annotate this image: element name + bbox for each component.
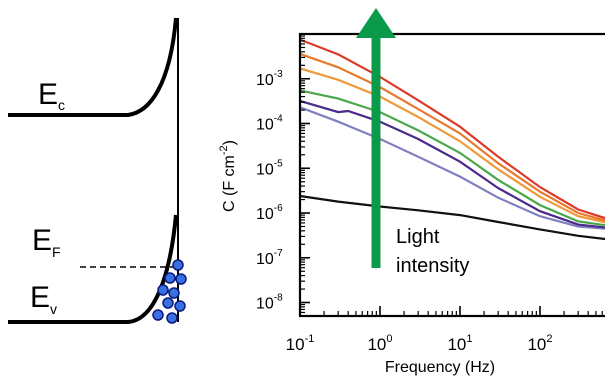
ec-label: Ec [38,78,65,113]
x-tick-label-3: 102 [527,333,552,354]
capacitance-chart: 10-110010110210310-810-710-610-510-410-3… [218,8,605,376]
ev-label: Ev [30,281,57,317]
series-line-3 [299,99,605,229]
surface-states [152,259,187,324]
series-line-5 [299,67,605,224]
series-line-6 [299,52,605,222]
y-tick-label-0: 10-8 [256,293,283,313]
series-line-1 [299,194,605,241]
annotation-line1: Light [396,226,440,248]
light-intensity-arrow [356,8,396,268]
surface-state-dot [157,284,169,296]
y-tick-label-4: 10-4 [256,114,283,134]
valence-band-edge [8,214,178,324]
surface-state-dot [172,259,184,271]
surface-state-dot [166,312,178,324]
surface-state-dot [164,272,176,284]
ef-label: EF [32,224,61,260]
x-axis-label: Frequency (Hz) [385,359,495,376]
y-tick-label-3: 10-5 [256,158,283,178]
surface-state-dot [174,300,186,312]
conduction-band-edge [8,17,178,117]
x-tick-label-2: 101 [447,333,472,354]
series-line-4 [299,89,605,227]
surface-state-dot [175,273,187,285]
y-tick-label-1: 10-7 [256,248,283,268]
series-line-2 [299,106,605,230]
ticks-layer: 10-110010110210310-810-710-610-510-410-3 [256,35,603,354]
surface-state-dot [162,297,174,309]
band-diagram: Ec EF Ev [8,17,187,324]
y-axis-label: C (F cm-2) [218,140,238,212]
x-tick-label-0: 10-1 [286,333,315,354]
series-layer [299,38,605,241]
series-line-7 [299,38,605,220]
surface-state-dot [152,309,164,321]
y-tick-label-2: 10-6 [256,203,283,223]
x-tick-label-1: 100 [367,333,392,354]
surface-state-dot [168,287,180,299]
annotation-line2: intensity [396,255,469,277]
y-tick-label-5: 10-3 [256,69,283,89]
